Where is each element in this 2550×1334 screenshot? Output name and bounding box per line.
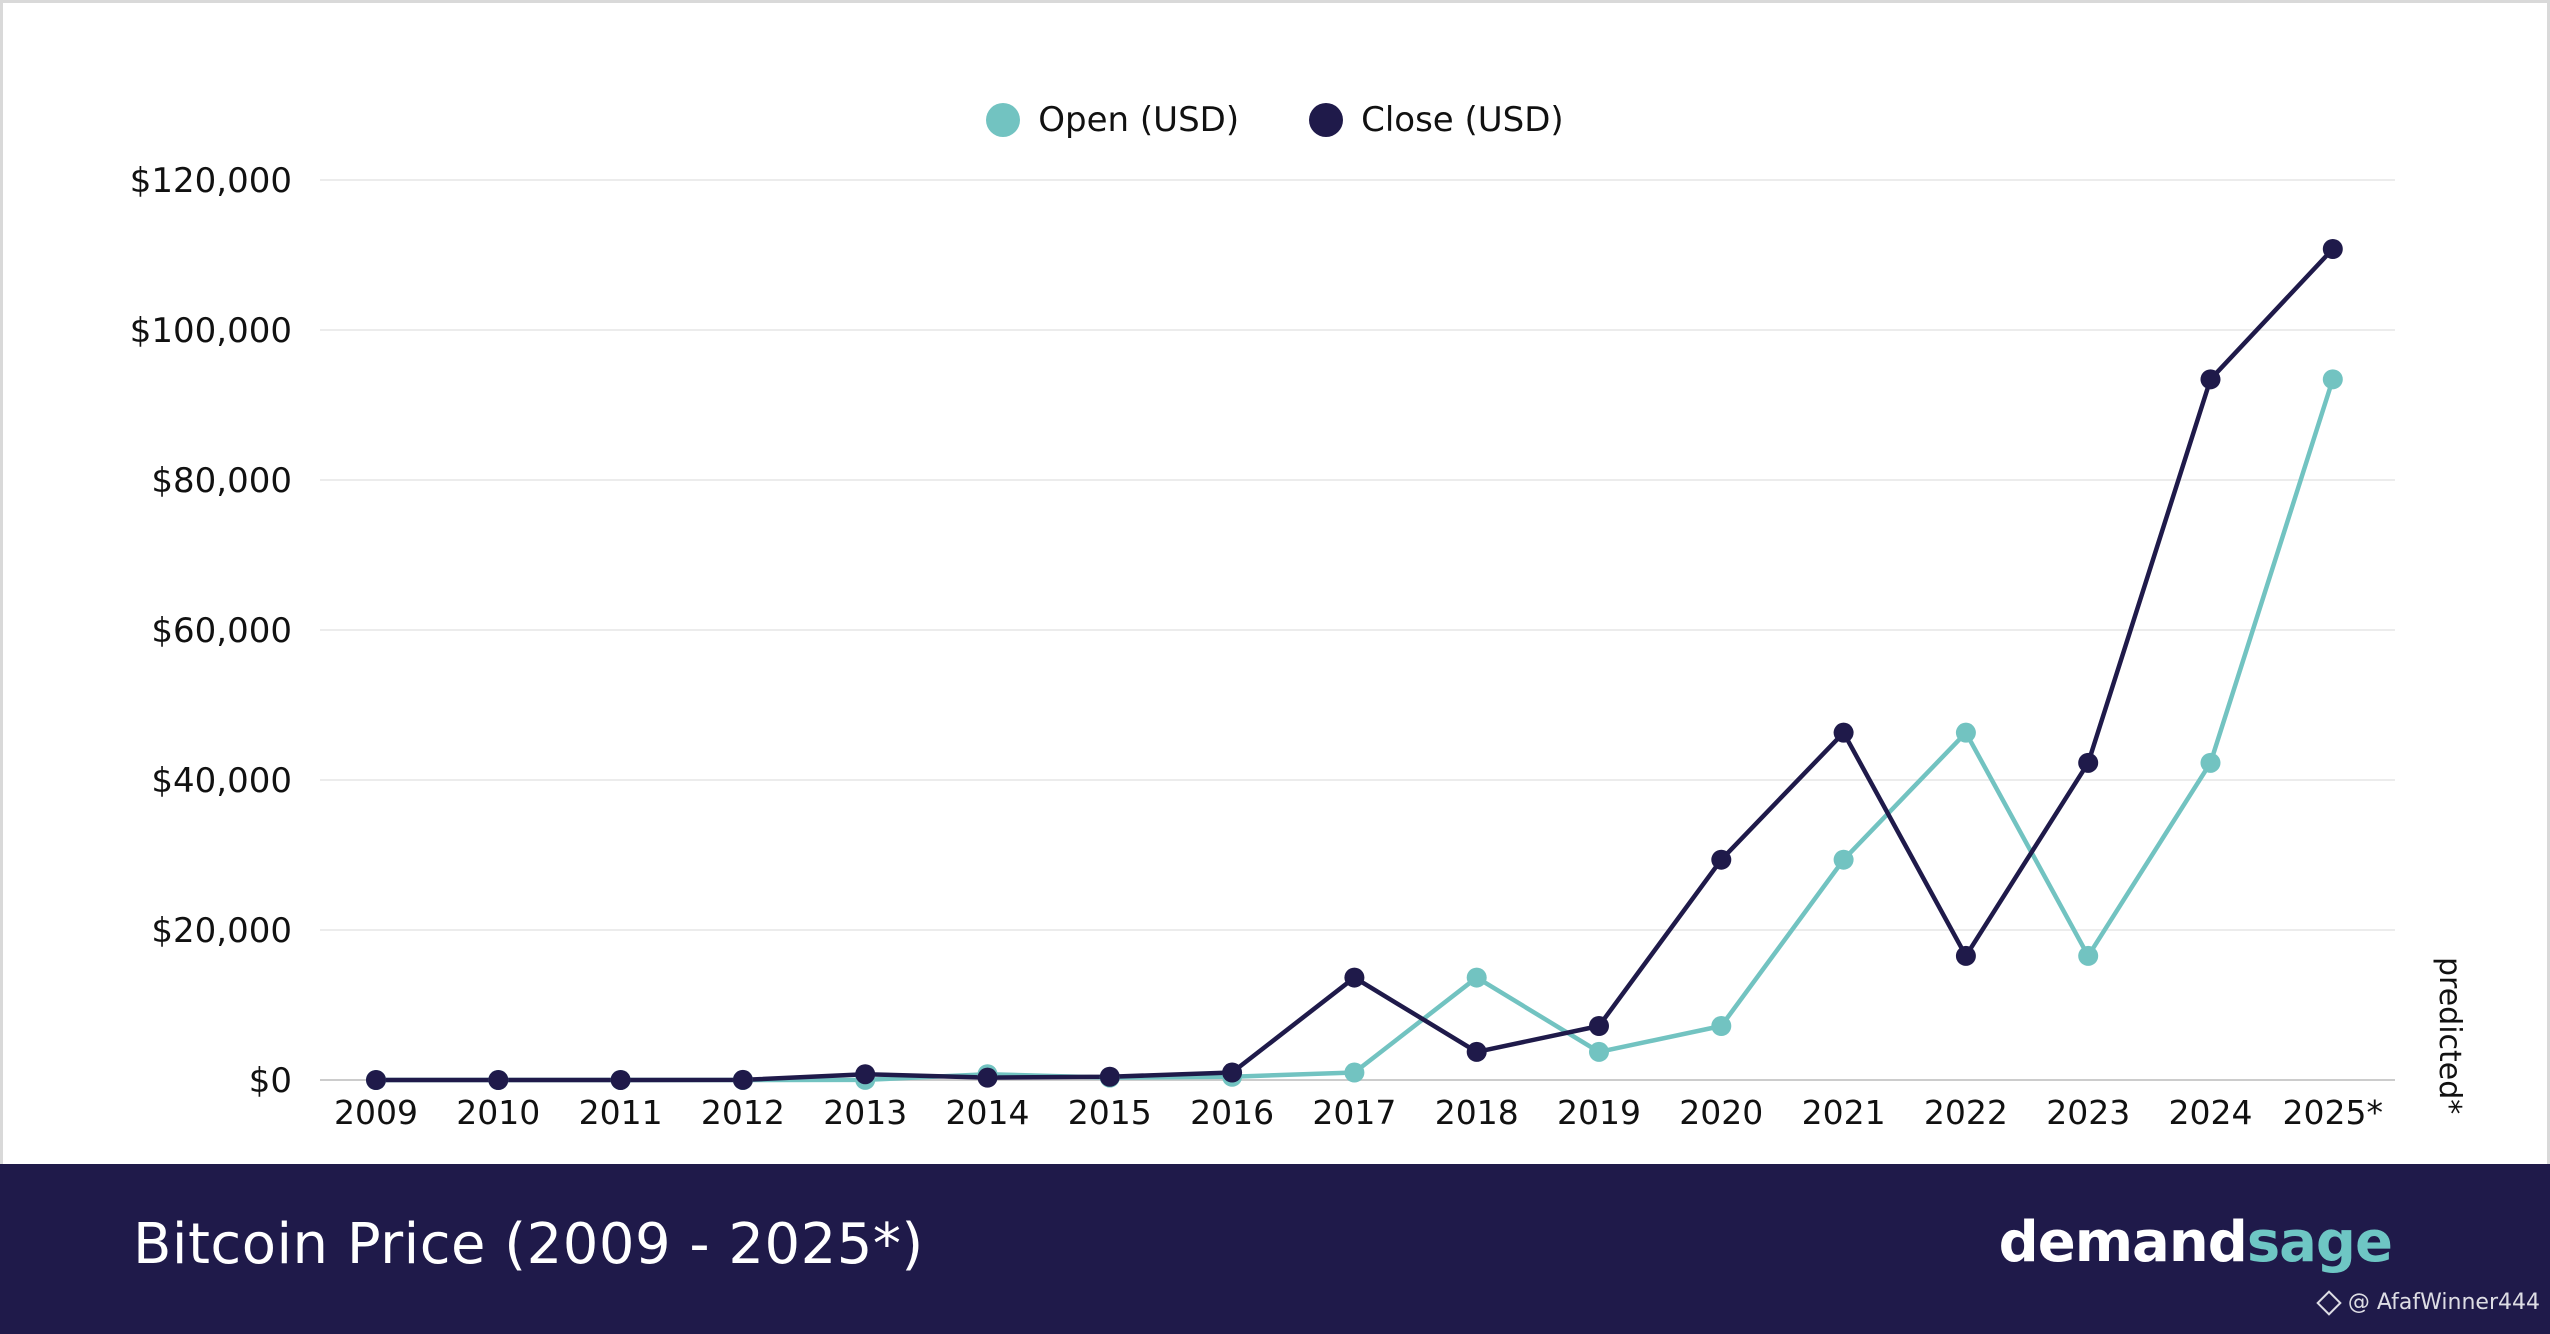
data-point-open <box>1589 1041 1609 1062</box>
data-point-close <box>1711 849 1732 870</box>
x-tick-label: 2022 <box>1924 1093 2008 1132</box>
data-point-open <box>1955 722 1976 743</box>
legend-open-label: Open (USD) <box>1038 100 1240 140</box>
line-chart: $0 $20,000 $40,000 $60,000 $80,000 $100,000 $1… <box>130 161 2467 1132</box>
x-tick-label: 2014 <box>946 1093 1030 1132</box>
data-point-close <box>1344 967 1365 988</box>
y-tick-label: $60,000 <box>151 611 292 651</box>
x-tick-label: 2013 <box>823 1093 907 1132</box>
data-point-close <box>1099 1066 1120 1087</box>
watermark-text: @ AfafWinner444 <box>2347 1290 2540 1315</box>
chart-legend: Open (USD) Close (USD) <box>0 95 2550 145</box>
data-point-open <box>2322 369 2343 390</box>
data-point-close <box>1466 1041 1487 1062</box>
legend-item-open: Open (USD) <box>986 100 1239 140</box>
x-tick-label: 2018 <box>1435 1093 1519 1132</box>
data-point-close <box>977 1067 998 1088</box>
x-tick-label: 2016 <box>1190 1093 1274 1132</box>
data-point-close <box>1833 722 1854 743</box>
x-tick-label: 2015 <box>1068 1093 1152 1132</box>
data-point-open <box>2078 945 2099 966</box>
data-point-close <box>2200 369 2221 390</box>
x-tick-label: 2017 <box>1312 1093 1396 1132</box>
data-point-open <box>1344 1062 1365 1083</box>
data-point-close <box>488 1070 509 1090</box>
data-point-close <box>1222 1062 1243 1083</box>
x-tick-label: 2011 <box>579 1093 663 1132</box>
data-point-open <box>1711 1016 1732 1036</box>
brand-logo-part-1: demand <box>1998 1210 2248 1275</box>
brand-logo-part-2: sage <box>2246 1210 2393 1275</box>
x-tick-label: 2010 <box>456 1093 540 1132</box>
x-tick-label: 2023 <box>2046 1093 2130 1132</box>
data-point-close <box>610 1069 631 1090</box>
legend-item-close: Close (USD) <box>1309 100 1564 140</box>
data-point-close <box>855 1064 876 1085</box>
data-point-open <box>2200 752 2221 773</box>
data-point-close <box>732 1069 753 1090</box>
y-tick-label: $0 <box>249 1061 292 1101</box>
y-tick-label: $80,000 <box>151 461 292 501</box>
x-tick-label: 2012 <box>701 1093 785 1132</box>
predicted-annotation: predicted* <box>2432 957 2467 1114</box>
x-tick-label: 2009 <box>334 1093 418 1132</box>
data-point-close <box>366 1070 386 1090</box>
x-tick-label: 2024 <box>2169 1093 2253 1132</box>
y-tick-label: $20,000 <box>151 911 292 951</box>
x-tick-label: 2019 <box>1557 1093 1641 1132</box>
y-tick-label: $40,000 <box>151 761 292 801</box>
legend-close-label: Close (USD) <box>1361 100 1564 140</box>
series-line-close <box>376 247 2335 1083</box>
data-point-open <box>1466 967 1487 988</box>
data-point-close <box>2322 239 2343 259</box>
data-point-close <box>2078 752 2099 773</box>
x-tick-label: 2021 <box>1802 1093 1886 1132</box>
watermark: @ AfafWinner444 <box>2316 1289 2540 1316</box>
data-point-open <box>1833 849 1854 870</box>
legend-close-marker <box>1309 103 1344 137</box>
brand-logo: demandsage <box>1998 1210 2393 1275</box>
y-tick-label: $100,000 <box>130 311 292 351</box>
y-tick-label: $120,000 <box>130 161 292 201</box>
watermark-icon <box>2316 1289 2342 1316</box>
data-point-close <box>1955 945 1976 966</box>
data-point-close <box>1589 1016 1609 1036</box>
footer-banner: Bitcoin Price (2009 - 2025*) demandsage … <box>0 1164 2550 1334</box>
x-tick-label: 2025* <box>2283 1093 2383 1132</box>
legend-open-marker <box>986 103 1021 137</box>
chart-title: Bitcoin Price (2009 - 2025*) <box>133 1212 924 1277</box>
x-tick-label: 2020 <box>1679 1093 1763 1132</box>
